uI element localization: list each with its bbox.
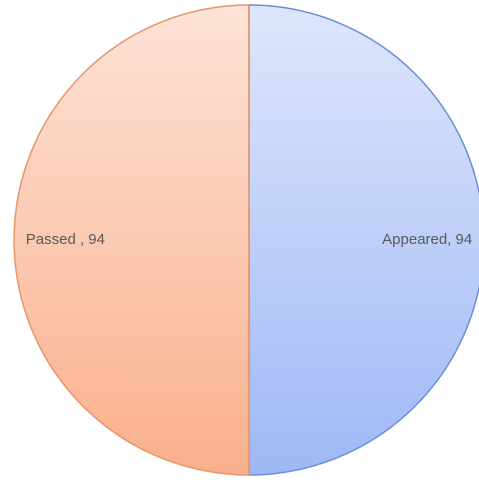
- pie-slice: [13, 4, 250, 476]
- data-label: Appeared, 94: [382, 231, 472, 248]
- data-label: Passed , 94: [26, 231, 105, 248]
- pie-slice: [248, 4, 479, 476]
